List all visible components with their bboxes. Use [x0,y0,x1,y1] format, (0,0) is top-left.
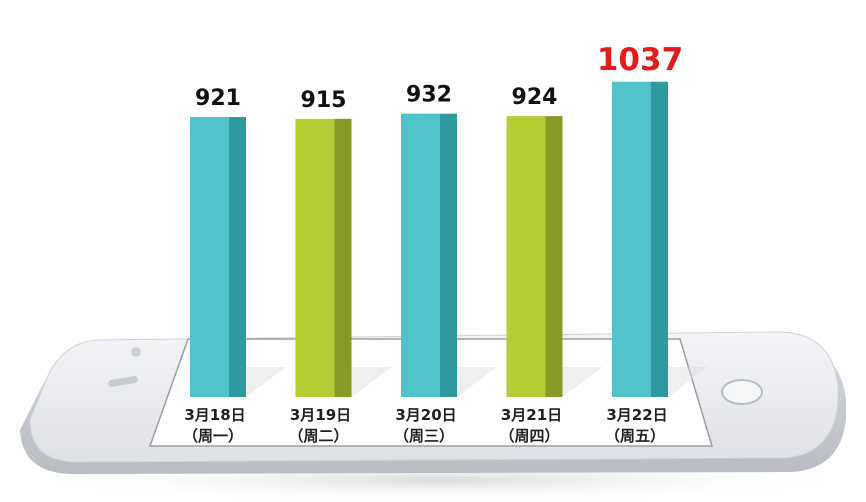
labels-layer: 921 3月18日 （周一） 915 3月19日 （周二） 932 3月20日 （周三） 924 3… [183,42,683,445]
x-tick-sublabel: （周三） [394,427,454,445]
bar-side [440,113,457,397]
value-label: 1037 [597,42,683,78]
x-tick-sublabel: （周四） [499,427,559,445]
x-tick-label: 3月19日 [290,406,351,424]
bar-4 [506,116,603,397]
bar-front [190,117,229,398]
x-tick-sublabel: （周五） [605,427,665,445]
bar-side [651,81,668,397]
bar-side [545,116,563,397]
bar-side [334,118,352,397]
value-label: 921 [195,86,241,111]
bar-5 [612,81,708,397]
phone-home-button [721,379,763,405]
bar-front [506,116,546,397]
bar-1 [190,117,286,398]
bar-front [295,118,335,397]
bars-layer [190,81,708,398]
x-tick-sublabel: （周二） [288,427,348,445]
x-tick-label: 3月22日 [606,406,667,424]
value-label: 932 [406,83,452,108]
x-tick-label: 3月21日 [501,406,562,424]
x-tick-sublabel: （周一） [183,427,243,445]
phone-camera-dot [131,347,141,357]
x-tick-label: 3月20日 [395,406,456,424]
bar-front [401,113,440,397]
x-tick-label: 3月18日 [184,406,245,424]
bar-2 [295,118,392,397]
value-label: 924 [512,85,558,110]
bar-side [229,117,246,398]
value-label: 915 [301,88,347,113]
bar-3 [401,113,497,397]
phone-speaker-slot [108,375,138,387]
bar-front [612,81,651,397]
